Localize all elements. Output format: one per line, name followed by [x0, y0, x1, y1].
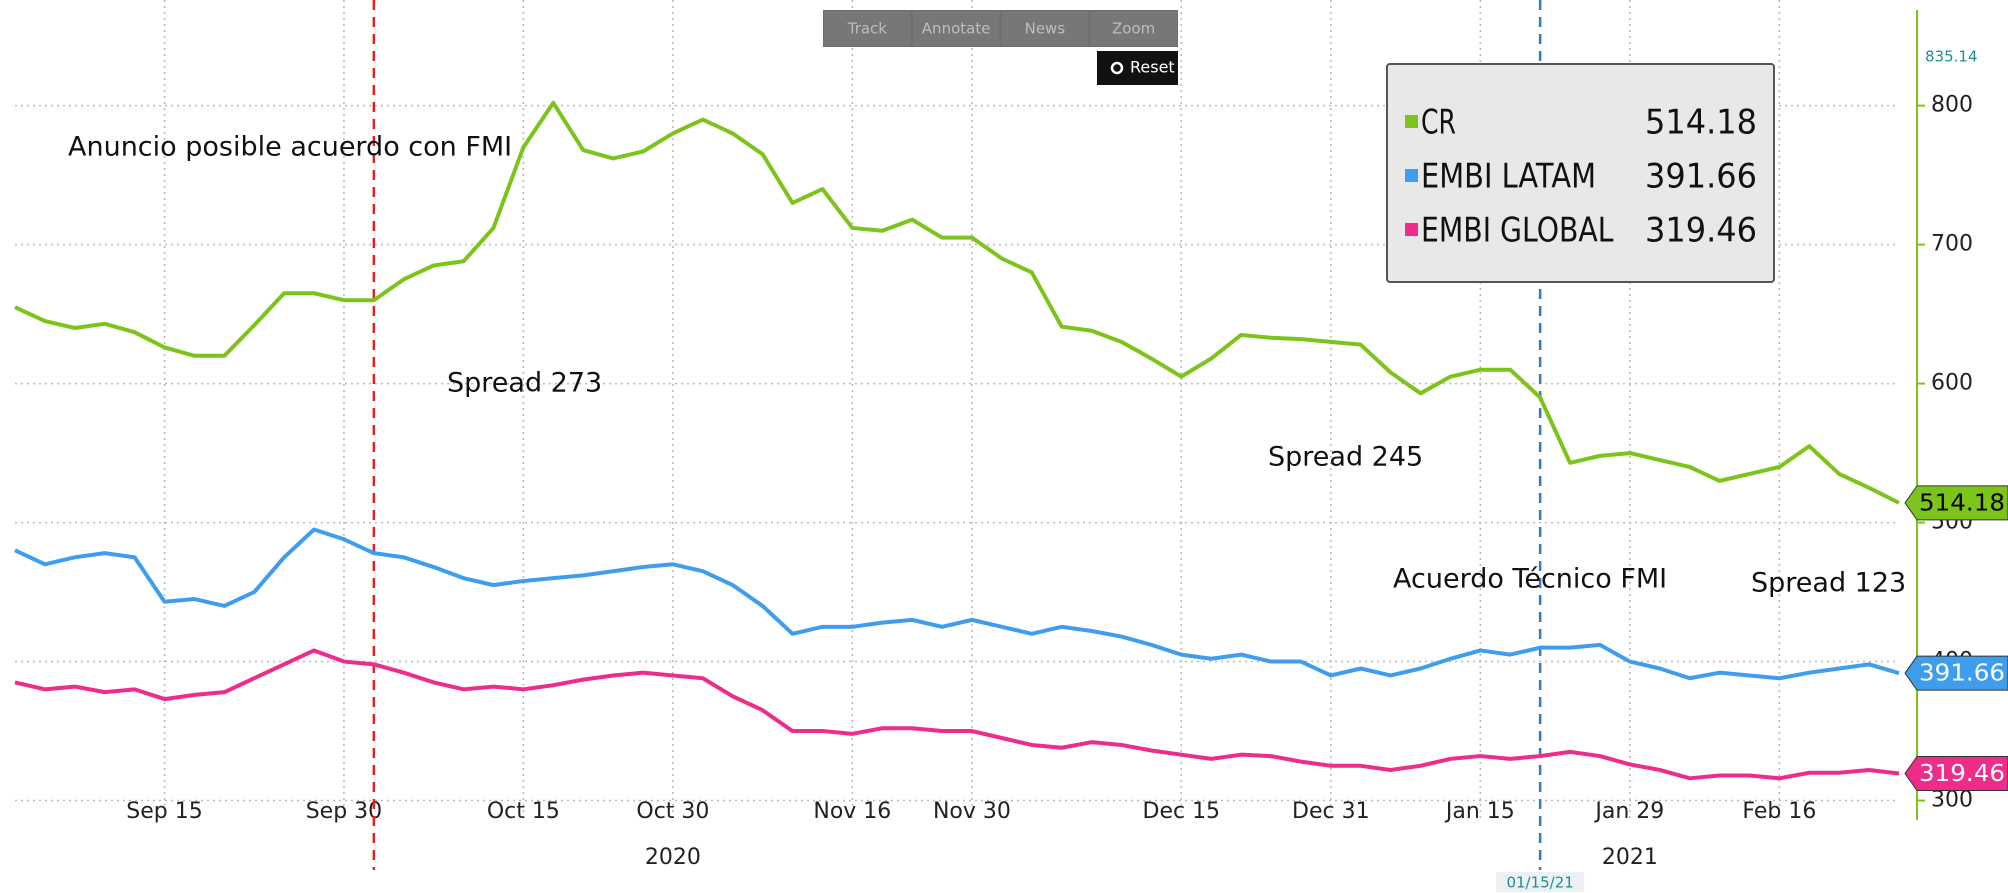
x-tick-label: Dec 15 — [1143, 799, 1221, 824]
y-tick-label: 800 — [1931, 93, 1973, 118]
reset-button[interactable]: Reset — [1097, 51, 1178, 85]
x-tick-label: Jan 29 — [1593, 799, 1664, 824]
annotation: Anuncio posible acuerdo con FMI — [68, 132, 512, 163]
legend-value: 391.66 — [1645, 157, 1757, 197]
legend-value: 514.18 — [1645, 103, 1757, 143]
reset-button-bg — [1097, 51, 1178, 85]
legend-swatch — [1405, 169, 1418, 182]
toolbar-button-bg — [1090, 11, 1177, 46]
x-year-label: 2020 — [645, 845, 701, 870]
last-value-label: 514.18 — [1919, 490, 2005, 516]
legend-value: 319.46 — [1645, 211, 1757, 251]
x-tick-label: Nov 16 — [813, 799, 891, 824]
reset-label: Reset — [1130, 58, 1175, 77]
event-marker-tag — [1496, 872, 1585, 892]
toolbar-button-label: News — [1025, 20, 1066, 38]
x-tick-label: Feb 16 — [1742, 799, 1816, 824]
last-value-tag — [1904, 655, 2008, 691]
event-marker-label: 01/15/21 — [1506, 874, 1573, 892]
x-tick-label: Oct 15 — [487, 799, 560, 824]
legend-box — [1386, 63, 1775, 283]
x-tick-label: Dec 31 — [1292, 799, 1370, 824]
annotation: Spread 273 — [447, 368, 602, 399]
toolbar-button-bg — [1001, 11, 1089, 46]
legend-name: EMBI GLOBAL — [1421, 211, 1614, 251]
x-tick-label: Sep 15 — [126, 799, 202, 824]
toolbar-button-label: Zoom — [1112, 20, 1155, 38]
legend-swatch — [1405, 223, 1418, 236]
reset-icon — [1110, 61, 1124, 75]
legend-name: EMBI LATAM — [1421, 157, 1596, 197]
last-value-tag — [1904, 485, 2008, 521]
toolbar-button[interactable]: News — [1001, 11, 1089, 46]
y-tick-label: 300 — [1931, 788, 1973, 813]
series-line — [14, 648, 1900, 781]
toolbar-button[interactable]: Annotate — [912, 11, 1000, 46]
last-value-label: 319.46 — [1919, 761, 2005, 787]
last-value-tag — [1904, 755, 2008, 791]
x-tick-label: Jan 15 — [1444, 799, 1515, 824]
annotation: Spread 245 — [1268, 442, 1423, 473]
legend-name: CR — [1421, 103, 1456, 143]
toolbar-button[interactable]: Track — [824, 11, 911, 46]
toolbar-button-label: Track — [847, 20, 888, 38]
last-value-label: 391.66 — [1919, 661, 2005, 687]
annotation: Spread 123 — [1751, 568, 1906, 599]
x-tick-label: Nov 30 — [933, 799, 1011, 824]
series-line — [14, 527, 1900, 681]
y-max-label: 835.14 — [1925, 47, 1978, 65]
toolbar-button[interactable]: Zoom — [1090, 11, 1177, 46]
y-tick-label: 600 — [1931, 371, 1973, 396]
toolbar-button-bg — [824, 11, 911, 46]
annotation: Acuerdo Técnico FMI — [1393, 564, 1667, 595]
legend-swatch — [1405, 115, 1418, 128]
toolbar-button-bg — [912, 11, 1000, 46]
series-line — [14, 100, 1900, 505]
toolbar-button-label: Annotate — [922, 20, 991, 38]
x-tick-label: Sep 30 — [306, 799, 382, 824]
x-year-label: 2021 — [1602, 845, 1658, 870]
y-tick-label: 700 — [1931, 232, 1973, 257]
x-tick-label: Oct 30 — [636, 799, 709, 824]
